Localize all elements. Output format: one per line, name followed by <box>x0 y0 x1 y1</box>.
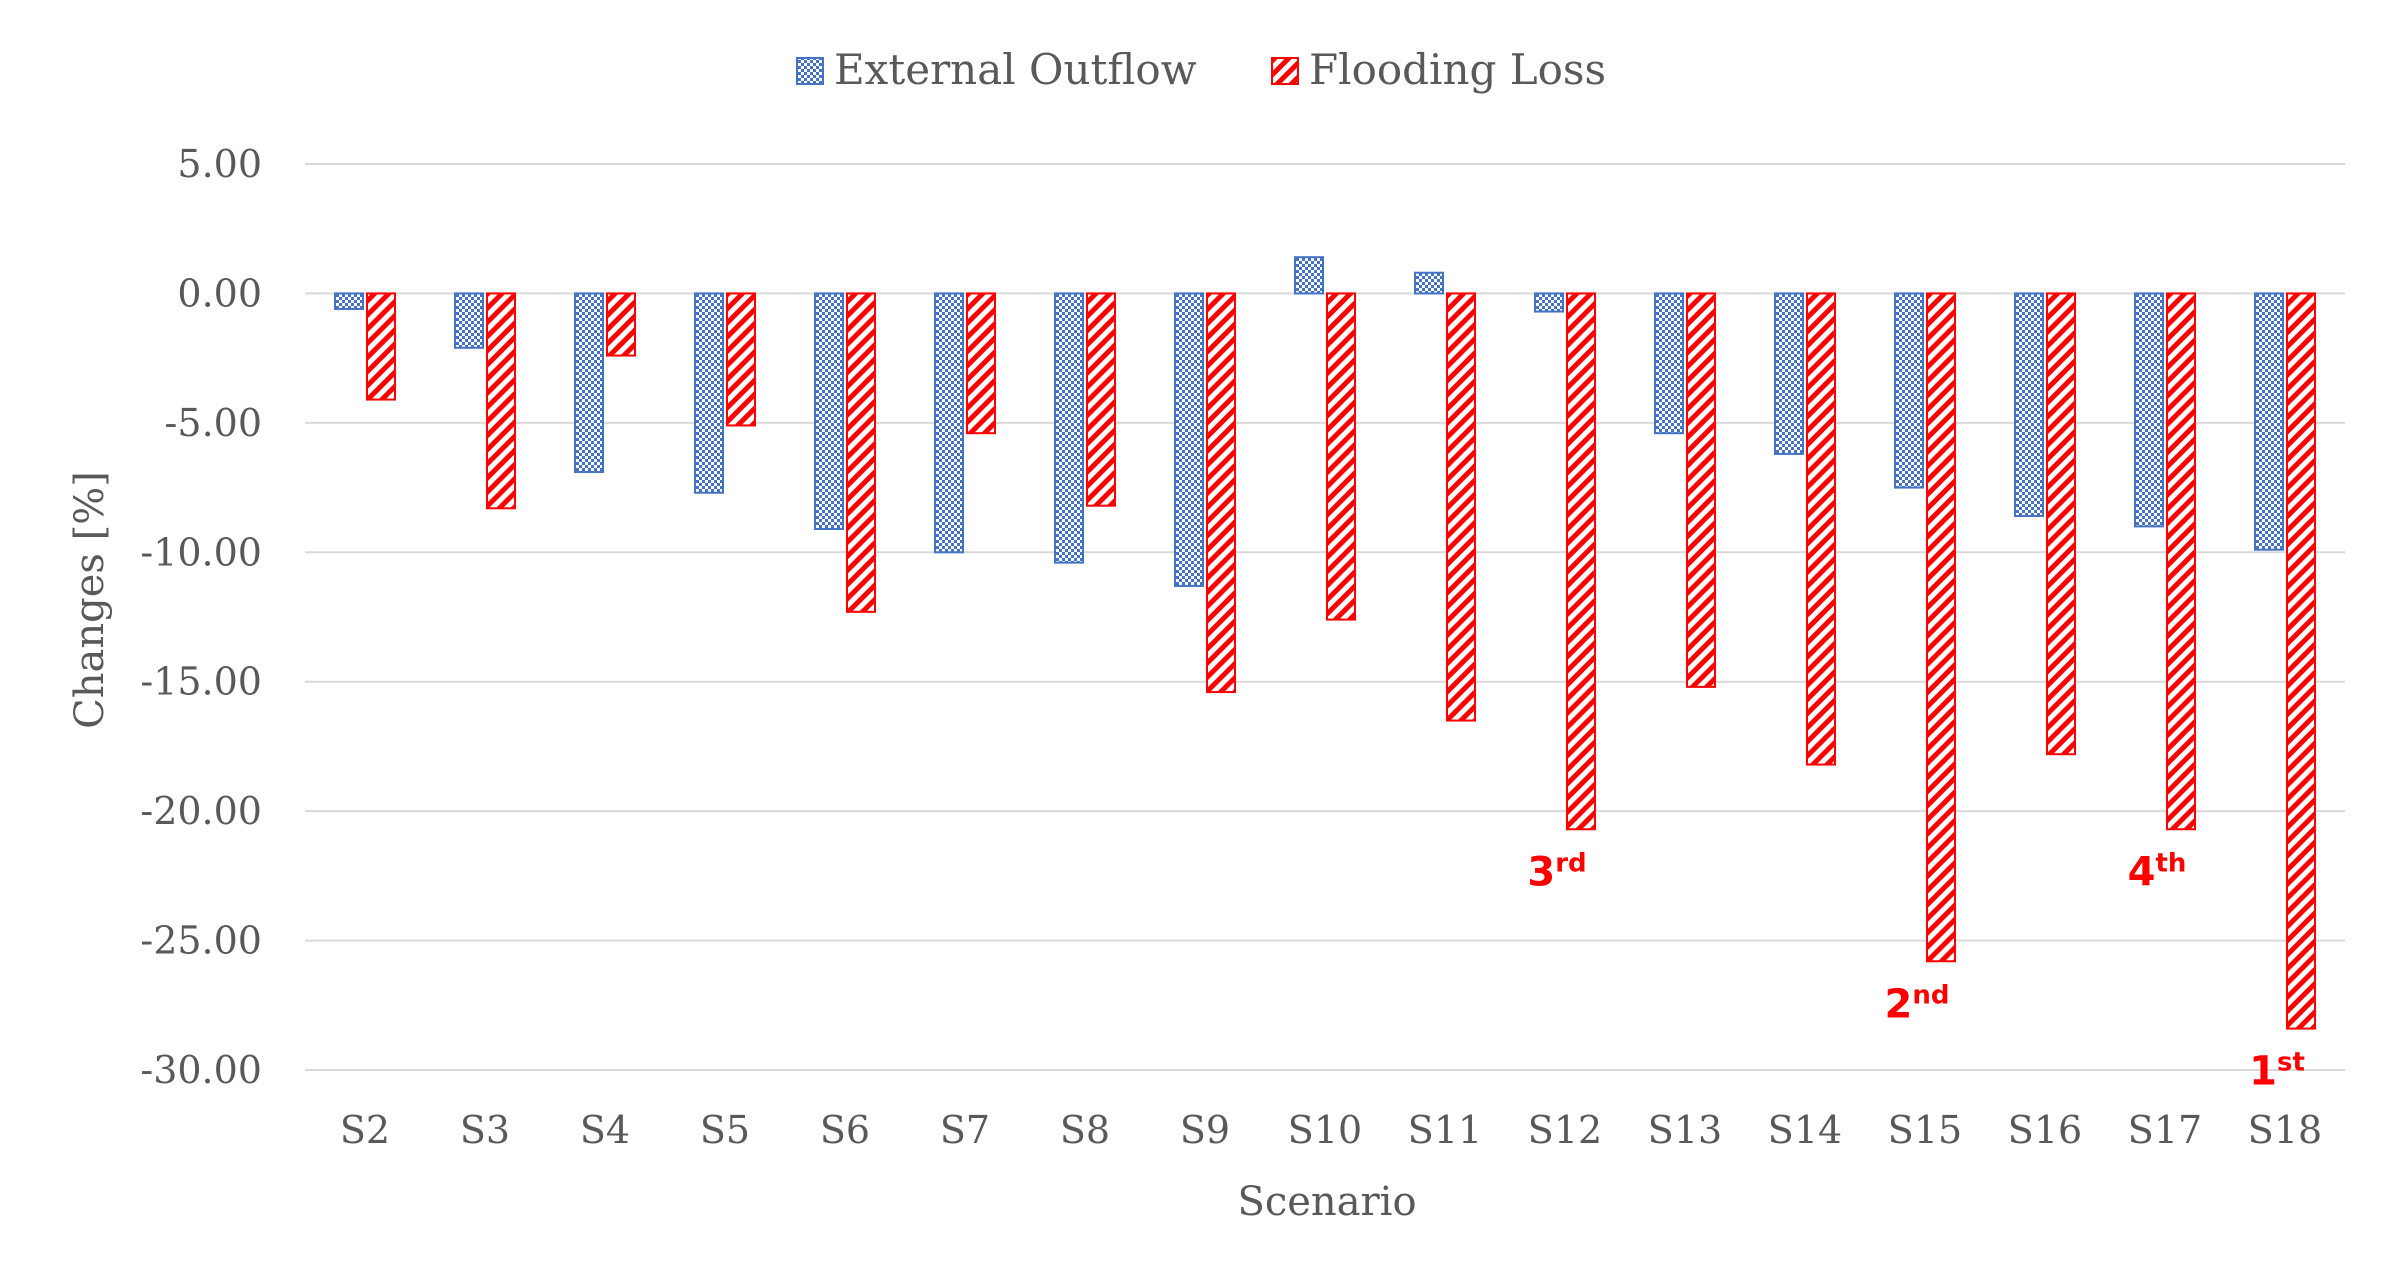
x-tick-label: S17 <box>2128 1108 2202 1152</box>
x-tick-label: S6 <box>820 1108 870 1152</box>
bar-external-outflow-s6 <box>814 292 844 530</box>
y-tick-label: 0.00 <box>177 271 262 315</box>
x-axis-ticks: S2 S3 S4 S5 S6 S7 S8 S9 S10 S11 S12 S13 S14 S15 S16 S17… <box>340 1108 2322 1152</box>
legend-label-external-outflow: External Outflow <box>834 45 1197 94</box>
rank-label: 2nd <box>1885 980 1950 1027</box>
legend: External Outflow Flooding Loss <box>796 45 1606 94</box>
legend-label-flooding-loss: Flooding Loss <box>1309 45 1606 94</box>
bar-external-outflow-s9 <box>1174 292 1204 587</box>
rank-label: 1st <box>2249 1048 2305 1095</box>
y-tick-label: -25.00 <box>140 919 262 963</box>
bar-flooding-loss-s11 <box>1446 292 1476 722</box>
x-tick-label: S13 <box>1648 1108 1722 1152</box>
bar-flooding-loss-s2 <box>366 292 396 401</box>
bar-flooding-loss-s18 <box>2286 292 2316 1030</box>
x-tick-label: S5 <box>700 1108 750 1152</box>
y-tick-label: -15.00 <box>140 660 262 704</box>
rank-label: 3rd <box>1527 848 1586 895</box>
x-tick-label: S18 <box>2248 1108 2322 1152</box>
bar-flooding-loss-s13 <box>1686 292 1716 688</box>
bar-external-outflow-s14 <box>1774 292 1804 455</box>
x-tick-label: S11 <box>1408 1108 1482 1152</box>
x-tick-label: S9 <box>1180 1108 1230 1152</box>
bar-external-outflow-s5 <box>694 292 724 494</box>
bar-external-outflow-s8 <box>1054 292 1084 564</box>
bar-external-outflow-s3 <box>454 292 484 349</box>
x-tick-label: S14 <box>1768 1108 1842 1152</box>
bar-flooding-loss-s6 <box>846 292 876 613</box>
bar-flooding-loss-s14 <box>1806 292 1836 766</box>
rank-label: 4th <box>2128 848 2187 895</box>
bar-external-outflow-s15 <box>1894 292 1924 489</box>
bar-external-outflow-s11 <box>1414 271 1444 295</box>
bar-flooding-loss-s3 <box>486 292 516 510</box>
y-tick-label: -20.00 <box>140 789 262 833</box>
legend-swatch-flooding-loss <box>1271 57 1299 85</box>
bar-flooding-loss-s4 <box>606 292 636 357</box>
x-tick-label: S12 <box>1528 1108 1602 1152</box>
bar-external-outflow-s10 <box>1294 256 1324 295</box>
bar-external-outflow-s2 <box>334 292 364 310</box>
y-tick-label: -5.00 <box>165 401 262 445</box>
y-axis-title: Changes [%] <box>67 471 113 729</box>
legend-swatch-external-outflow <box>796 57 824 85</box>
y-tick-label: -30.00 <box>140 1048 262 1092</box>
bar-external-outflow-s12 <box>1534 292 1564 313</box>
bar-flooding-loss-s10 <box>1326 292 1356 621</box>
bar-external-outflow-s7 <box>934 292 964 554</box>
x-axis-title: Scenario <box>1237 1179 1416 1225</box>
gridlines <box>305 163 2345 1071</box>
bars <box>334 256 2316 1030</box>
x-tick-label: S16 <box>2008 1108 2082 1152</box>
x-tick-label: S4 <box>580 1108 630 1152</box>
bar-flooding-loss-s8 <box>1086 292 1116 507</box>
y-tick-label: 5.00 <box>177 142 262 186</box>
bar-flooding-loss-s16 <box>2046 292 2076 756</box>
x-tick-label: S8 <box>1060 1108 1110 1152</box>
bar-flooding-loss-s15 <box>1926 292 1956 963</box>
bar-flooding-loss-s12 <box>1566 292 1596 831</box>
x-tick-label: S10 <box>1288 1108 1362 1152</box>
x-tick-label: S15 <box>1888 1108 1962 1152</box>
y-tick-label: -10.00 <box>140 530 262 574</box>
bar-external-outflow-s16 <box>2014 292 2044 518</box>
bar-flooding-loss-s5 <box>726 292 756 427</box>
bar-flooding-loss-s9 <box>1206 292 1236 694</box>
bar-external-outflow-s4 <box>574 292 604 474</box>
x-tick-label: S3 <box>460 1108 510 1152</box>
y-axis-ticks: 5.00 0.00 -5.00 -10.00 -15.00 -20.00 -25.00 -30… <box>140 142 262 1092</box>
bar-external-outflow-s18 <box>2254 292 2284 551</box>
x-tick-label: S7 <box>940 1108 990 1152</box>
bar-external-outflow-s17 <box>2134 292 2164 528</box>
x-tick-label: S2 <box>340 1108 390 1152</box>
bar-external-outflow-s13 <box>1654 292 1684 435</box>
bar-flooding-loss-s17 <box>2166 292 2196 831</box>
rank-annotations: 3rd 2nd 4th 1st <box>1527 848 2305 1094</box>
bar-flooding-loss-s7 <box>966 292 996 435</box>
